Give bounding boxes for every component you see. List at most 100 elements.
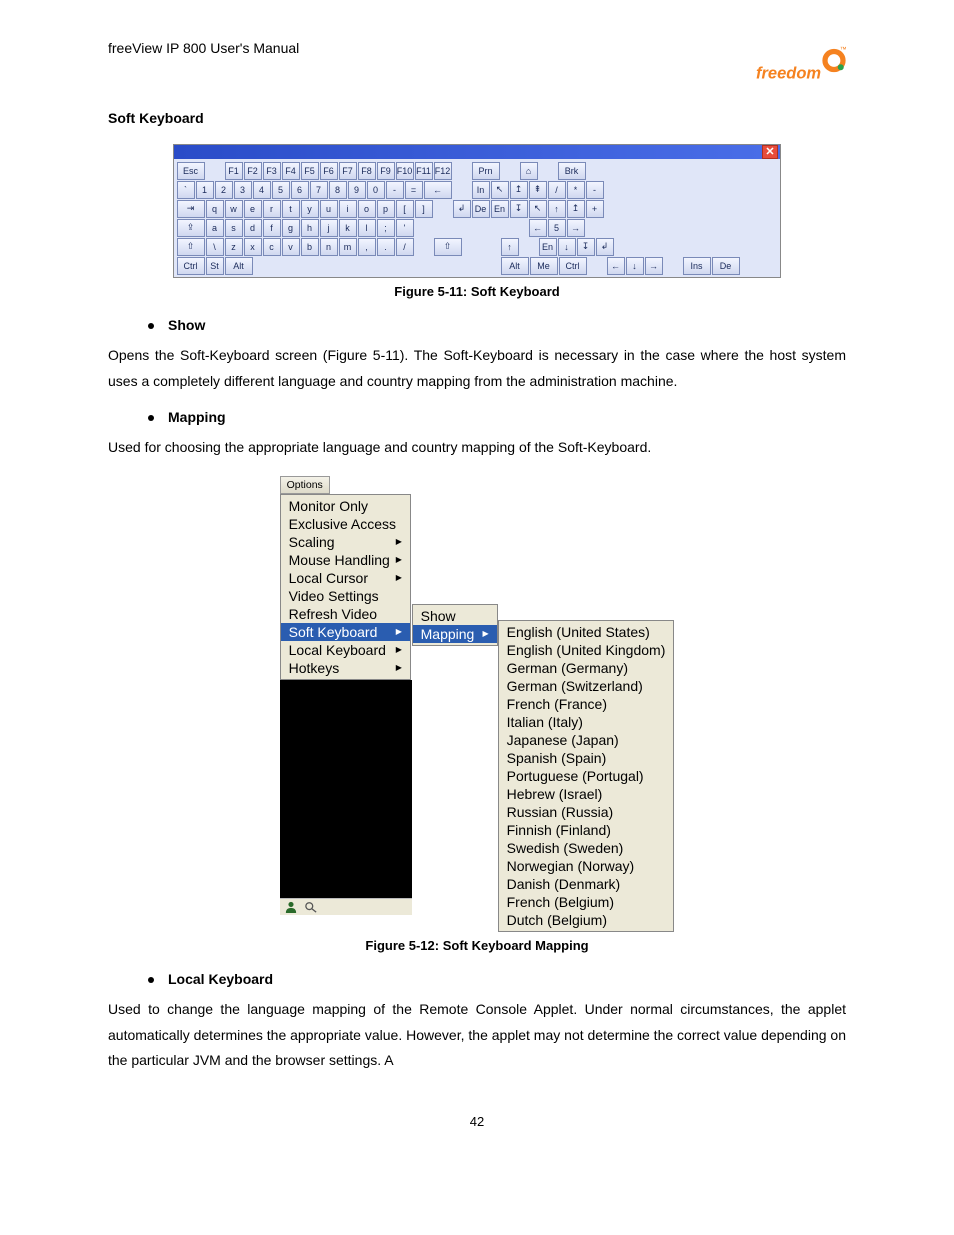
keyboard-key[interactable]: t <box>282 200 300 218</box>
keyboard-key[interactable]: F12 <box>434 162 452 180</box>
keyboard-key[interactable]: ↥ <box>567 200 585 218</box>
keyboard-key[interactable]: = <box>405 181 423 199</box>
keyboard-key[interactable]: F7 <box>339 162 357 180</box>
language-item[interactable]: Danish (Denmark) <box>499 875 674 893</box>
keyboard-key[interactable]: s <box>225 219 243 237</box>
keyboard-key[interactable]: ↖ <box>491 181 509 199</box>
keyboard-key[interactable]: ↧ <box>577 238 595 256</box>
keyboard-key[interactable]: a <box>206 219 224 237</box>
keyboard-key[interactable]: d <box>244 219 262 237</box>
keyboard-key[interactable]: [ <box>396 200 414 218</box>
keyboard-key[interactable]: F1 <box>225 162 243 180</box>
keyboard-key[interactable]: ↑ <box>548 200 566 218</box>
keyboard-key[interactable]: c <box>263 238 281 256</box>
keyboard-key[interactable]: ⇧ <box>177 238 205 256</box>
keyboard-key[interactable] <box>664 257 682 275</box>
keyboard-key[interactable]: ← <box>607 257 625 275</box>
keyboard-key[interactable]: - <box>586 181 604 199</box>
keyboard-key[interactable]: ↲ <box>453 200 471 218</box>
keyboard-key[interactable] <box>539 162 557 180</box>
keyboard-key[interactable]: De <box>712 257 740 275</box>
keyboard-key[interactable]: g <box>282 219 300 237</box>
keyboard-key[interactable]: 6 <box>291 181 309 199</box>
keyboard-key[interactable]: ] <box>415 200 433 218</box>
keyboard-key[interactable]: ← <box>529 219 547 237</box>
keyboard-key[interactable]: ` <box>177 181 195 199</box>
keyboard-key[interactable] <box>760 257 778 275</box>
keyboard-key[interactable] <box>425 257 443 275</box>
keyboard-key[interactable]: ⇥ <box>177 200 205 218</box>
keyboard-key[interactable]: j <box>320 219 338 237</box>
keyboard-key[interactable]: z <box>225 238 243 256</box>
keyboard-key[interactable]: In <box>472 181 490 199</box>
keyboard-key[interactable]: ↓ <box>626 257 644 275</box>
keyboard-key[interactable] <box>482 257 500 275</box>
keyboard-key[interactable] <box>453 219 471 237</box>
keyboard-key[interactable]: 0 <box>367 181 385 199</box>
keyboard-key[interactable] <box>434 219 452 237</box>
menu-item[interactable]: Video Settings <box>281 587 410 605</box>
keyboard-key[interactable] <box>463 257 481 275</box>
keyboard-key[interactable] <box>453 181 471 199</box>
keyboard-key[interactable]: Brk <box>558 162 586 180</box>
keyboard-key[interactable]: ' <box>396 219 414 237</box>
keyboard-key[interactable]: 3 <box>234 181 252 199</box>
keyboard-key[interactable]: . <box>377 238 395 256</box>
keyboard-key[interactable]: p <box>377 200 395 218</box>
keyboard-key[interactable]: , <box>358 238 376 256</box>
keyboard-key[interactable]: ↖ <box>529 200 547 218</box>
keyboard-key[interactable] <box>415 219 433 237</box>
keyboard-key[interactable]: ↧ <box>510 200 528 218</box>
keyboard-key[interactable] <box>586 219 604 237</box>
keyboard-key[interactable]: 5 <box>548 219 566 237</box>
keyboard-key[interactable]: Ins <box>683 257 711 275</box>
keyboard-key[interactable]: + <box>586 200 604 218</box>
keyboard-key[interactable]: Me <box>530 257 558 275</box>
keyboard-key[interactable]: k <box>339 219 357 237</box>
keyboard-key[interactable]: ↲ <box>596 238 614 256</box>
keyboard-key[interactable]: h <box>301 219 319 237</box>
keyboard-key[interactable]: De <box>472 200 490 218</box>
language-item[interactable]: German (Switzerland) <box>499 677 674 695</box>
keyboard-key[interactable] <box>434 200 452 218</box>
keyboard-key[interactable]: * <box>567 181 585 199</box>
keyboard-key[interactable] <box>501 162 519 180</box>
keyboard-key[interactable]: F10 <box>396 162 414 180</box>
keyboard-key[interactable]: F11 <box>415 162 433 180</box>
language-item[interactable]: Russian (Russia) <box>499 803 674 821</box>
keyboard-key[interactable]: n <box>320 238 338 256</box>
keyboard-key[interactable]: Prn <box>472 162 500 180</box>
keyboard-key[interactable]: F9 <box>377 162 395 180</box>
keyboard-key[interactable]: b <box>301 238 319 256</box>
keyboard-key[interactable]: Alt <box>225 257 253 275</box>
keyboard-key[interactable]: - <box>386 181 404 199</box>
keyboard-key[interactable]: ; <box>377 219 395 237</box>
keyboard-key[interactable] <box>387 257 405 275</box>
keyboard-key[interactable]: y <box>301 200 319 218</box>
language-item[interactable]: French (France) <box>499 695 674 713</box>
keyboard-key[interactable]: 2 <box>215 181 233 199</box>
language-item[interactable]: French (Belgium) <box>499 893 674 911</box>
language-item[interactable]: English (United Kingdom) <box>499 641 674 659</box>
keyboard-key[interactable]: ⇧ <box>434 238 462 256</box>
keyboard-key[interactable] <box>491 219 509 237</box>
keyboard-key[interactable] <box>510 219 528 237</box>
language-item[interactable]: Spanish (Spain) <box>499 749 674 767</box>
keyboard-key[interactable]: e <box>244 200 262 218</box>
menu-item[interactable]: Soft Keyboard▶ <box>281 623 410 641</box>
keyboard-key[interactable]: 4 <box>253 181 271 199</box>
keyboard-key[interactable]: En <box>539 238 557 256</box>
keyboard-key[interactable]: F6 <box>320 162 338 180</box>
menu-item[interactable]: Hotkeys▶ <box>281 659 410 677</box>
keyboard-key[interactable]: St <box>206 257 224 275</box>
keyboard-key[interactable]: Ctrl <box>559 257 587 275</box>
keyboard-key[interactable]: f <box>263 219 281 237</box>
language-item[interactable]: German (Germany) <box>499 659 674 677</box>
keyboard-key[interactable]: F8 <box>358 162 376 180</box>
submenu-item[interactable]: Mapping▶ <box>413 625 497 643</box>
keyboard-key[interactable]: / <box>548 181 566 199</box>
language-item[interactable]: Japanese (Japan) <box>499 731 674 749</box>
keyboard-key[interactable] <box>472 219 490 237</box>
language-item[interactable]: Swedish (Sweden) <box>499 839 674 857</box>
keyboard-key[interactable] <box>206 162 224 180</box>
